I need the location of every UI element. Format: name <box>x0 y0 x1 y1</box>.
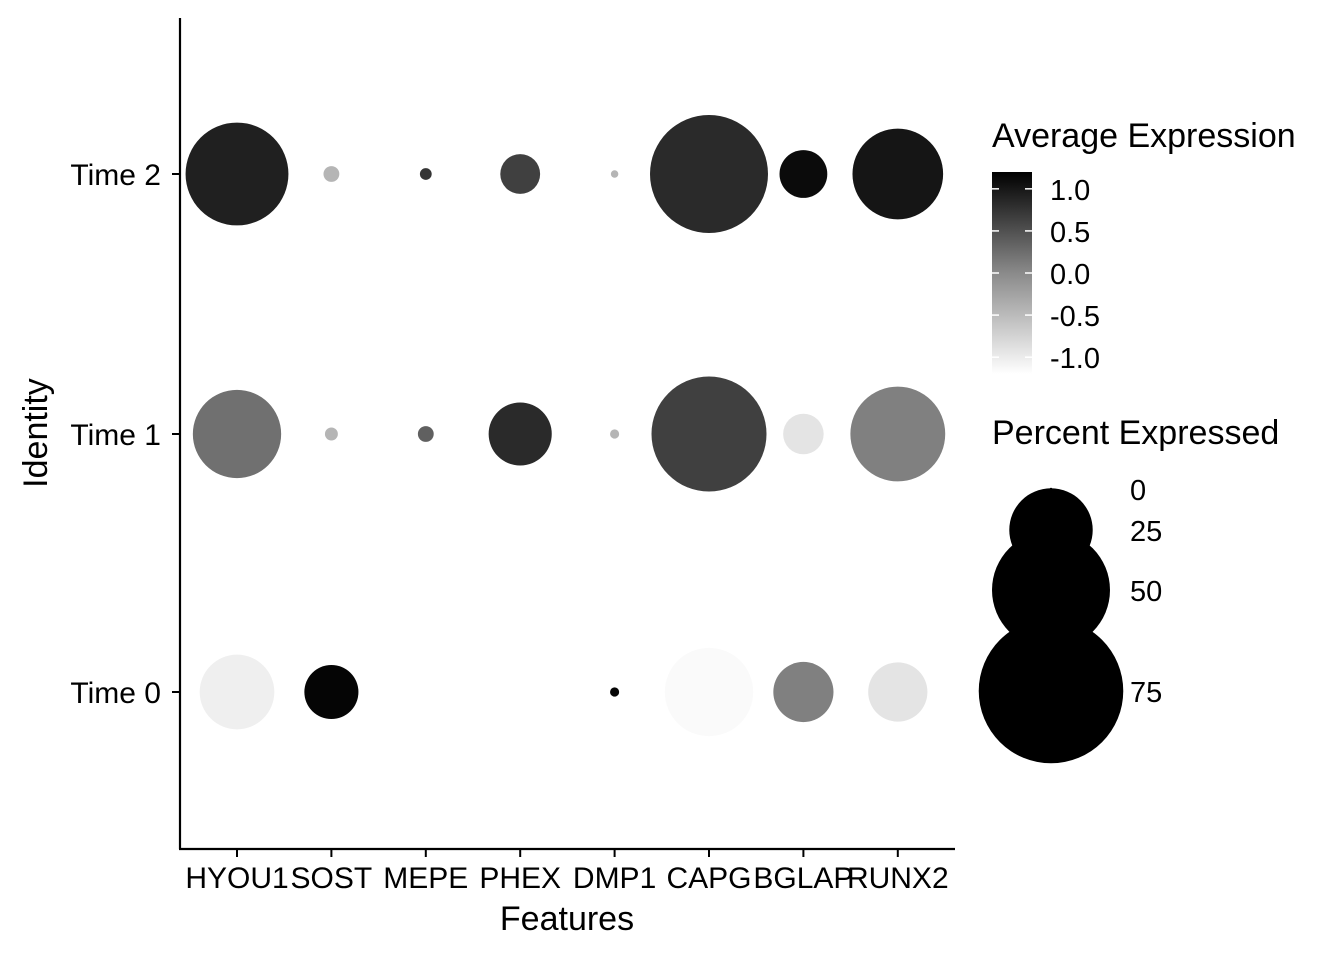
size-key-label-1: 25 <box>1130 516 1162 548</box>
dot-time-2-runx2 <box>852 128 944 220</box>
dot-time-1-sost <box>324 427 338 441</box>
color-legend: Average Expression 1.0 0.5 0.0 -0.5 -1.0 <box>992 117 1296 375</box>
x-axis-title: Features <box>500 900 634 938</box>
color-tick-label-1: 0.5 <box>1050 217 1090 249</box>
dot-time-1-capg <box>651 376 767 492</box>
x-tick-label-capg: CAPG <box>666 862 751 895</box>
dot-time-2-hyou1 <box>185 122 289 226</box>
dot-time-1-phex <box>488 402 552 466</box>
size-legend-title: Percent Expressed <box>992 414 1279 452</box>
size-key-label-0: 0 <box>1130 475 1146 507</box>
size-legend: Percent Expressed 0 25 50 75 <box>978 414 1279 764</box>
size-key-label-2: 50 <box>1130 576 1162 608</box>
dot-time-2-mepe <box>419 168 432 180</box>
dot-time-1-runx2 <box>850 386 946 482</box>
dot-time-2-dmp1 <box>610 170 619 178</box>
dot-time-1-hyou1 <box>192 389 282 479</box>
x-tick-label-sost: SOST <box>291 862 373 895</box>
size-key-label-3: 75 <box>1130 677 1162 709</box>
color-legend-ticks: 1.0 0.5 0.0 -0.5 -1.0 <box>992 175 1100 375</box>
x-tick-label-hyou1: HYOU1 <box>185 862 288 895</box>
dot-time-0-phex <box>512 684 529 700</box>
dot-time-2-bglap <box>779 150 828 198</box>
dot-time-2-sost <box>323 166 340 182</box>
dots <box>185 115 946 737</box>
dot-time-1-bglap <box>783 413 824 455</box>
size-key-dot-2 <box>992 531 1110 649</box>
dot-time-0-sost <box>304 664 359 720</box>
x-tick-label-bglap: BGLAP <box>753 862 853 895</box>
dot-time-0-dmp1 <box>610 687 620 697</box>
color-legend-title: Average Expression <box>992 117 1296 155</box>
dot-time-0-hyou1 <box>199 654 275 730</box>
size-legend-keys: 0 25 50 75 <box>978 475 1162 764</box>
color-tick-label-2: 0.0 <box>1050 259 1090 291</box>
x-tick-label-phex: PHEX <box>479 862 561 895</box>
dot-time-1-dmp1 <box>610 429 620 439</box>
y-tick-label-time-0: Time 0 <box>70 677 161 710</box>
y-tick-label-time-2: Time 2 <box>70 159 161 192</box>
color-tick-label-0: 1.0 <box>1050 175 1090 207</box>
color-tick-label-4: -1.0 <box>1050 343 1100 375</box>
y-tick-label-time-1: Time 1 <box>70 419 161 452</box>
dot-time-1-mepe <box>417 426 434 442</box>
x-tick-label-mepe: MEPE <box>383 862 468 895</box>
dot-time-0-runx2 <box>868 662 928 722</box>
dot-time-0-bglap <box>773 661 834 723</box>
y-ticks: Time 0 Time 1 Time 2 <box>70 159 180 710</box>
color-tick-label-3: -0.5 <box>1050 301 1100 333</box>
dot-time-0-capg <box>664 647 754 737</box>
dot-time-2-phex <box>500 154 541 194</box>
dot-time-0-mepe <box>421 687 431 697</box>
y-axis-title: Identity <box>17 378 55 488</box>
x-tick-label-runx2: RUNX2 <box>847 862 949 895</box>
size-key-dot-3 <box>978 618 1124 764</box>
x-tick-label-dmp1: DMP1 <box>573 862 656 895</box>
dot-time-2-capg <box>650 115 768 233</box>
